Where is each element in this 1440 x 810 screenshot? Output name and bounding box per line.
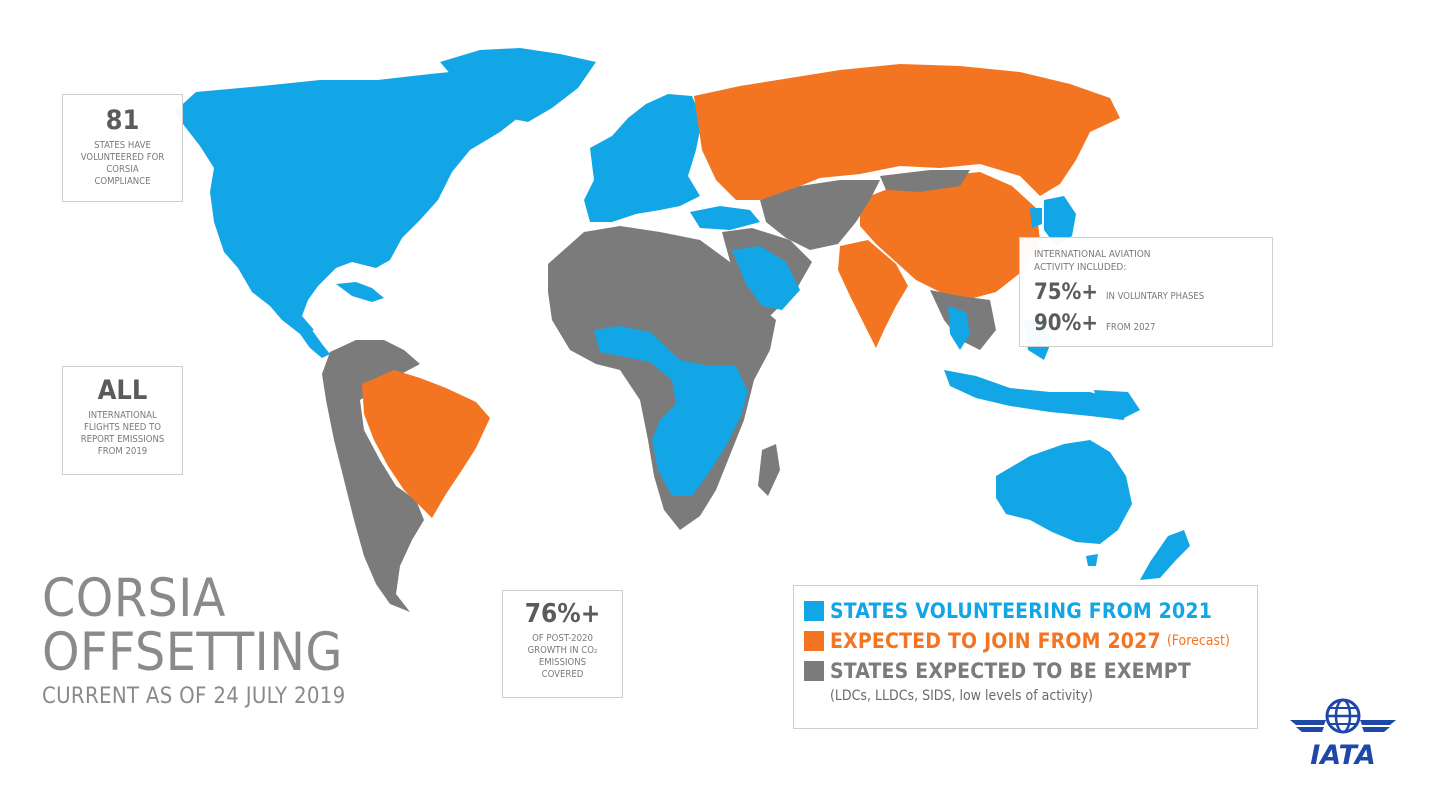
region-tasmania [1086, 554, 1098, 566]
region-mongolia [880, 170, 970, 192]
region-north-america [174, 58, 590, 334]
region-australia [996, 440, 1132, 544]
stat-caption-line: FLIGHTS NEED TO [83, 422, 162, 433]
stat-caption: STATES HAVE VOLUNTEERED FOR CORSIA COMPL… [63, 140, 182, 188]
region-indonesia [944, 370, 1126, 420]
stat-value: 81 [105, 105, 140, 136]
intl-row-2027: 90%+ FROM 2027 [1034, 311, 1258, 336]
region-india [838, 240, 908, 348]
stat-caption-line: OF POST-2020 [532, 633, 593, 644]
region-central-asia [760, 180, 880, 250]
stat-caption-line: EMISSIONS [538, 657, 587, 668]
stat-caption-line: FROM 2019 [97, 446, 148, 457]
legend-label: STATES EXPECTED TO BE EXEMPT [830, 659, 1191, 683]
region-europe [584, 94, 702, 222]
globe-icon [1325, 698, 1361, 734]
region-south-america-grey [322, 340, 424, 612]
region-papua [1094, 390, 1140, 420]
region-brazil [362, 370, 490, 518]
page-title-line2: OFFSETTING [42, 622, 343, 683]
stat-caption: INTERNATIONAL FLIGHTS NEED TO REPORT EMI… [63, 410, 182, 458]
stat-caption-line: STATES HAVE [94, 140, 151, 151]
stat-box-growth-covered: 76%+ OF POST-2020 GROWTH IN CO₂ EMISSION… [502, 590, 623, 698]
stat-caption: OF POST-2020 GROWTH IN CO₂ EMISSIONS COV… [503, 633, 622, 681]
legend-swatch [804, 631, 824, 651]
stat-box-volunteered: 81 STATES HAVE VOLUNTEERED FOR CORSIA CO… [62, 94, 183, 202]
page-title-line1: CORSIA [42, 568, 226, 629]
intl-row-voluntary: 75%+ IN VOLUNTARY PHASES [1034, 280, 1258, 305]
legend-swatch [804, 601, 824, 621]
intl-text: FROM 2027 [1105, 322, 1156, 333]
logo-text: IATA [1310, 740, 1376, 768]
wings-icon [1290, 720, 1396, 732]
legend-swatch [804, 661, 824, 681]
stat-caption-line: COVERED [541, 669, 584, 680]
stat-caption-line: CORSIA [106, 164, 139, 175]
stat-caption-line: REPORT EMISSIONS [80, 434, 165, 445]
region-china [860, 172, 1040, 300]
page-subtitle: CURRENT AS OF 24 JULY 2019 [42, 684, 346, 709]
intl-text: IN VOLUNTARY PHASES [1105, 291, 1205, 302]
intl-heading: INTERNATIONAL AVIATION ACTIVITY INCLUDED… [1034, 248, 1258, 274]
legend-subnote: (LDCs, LLDCs, SIDS, low levels of activi… [830, 688, 1093, 704]
intl-heading-line: ACTIVITY INCLUDED: [1034, 262, 1127, 273]
stat-caption-line: INTERNATIONAL [88, 410, 157, 421]
region-japan [1044, 196, 1076, 246]
legend: STATES VOLUNTEERING FROM 2021 EXPECTED T… [793, 585, 1258, 729]
stat-caption-line: GROWTH IN CO₂ [527, 645, 598, 656]
region-central-america [300, 330, 330, 358]
stat-caption-line: COMPLIANCE [94, 176, 151, 187]
legend-label: EXPECTED TO JOIN FROM 2027 [830, 629, 1161, 653]
region-new-zealand [1140, 530, 1190, 580]
legend-item-expected: EXPECTED TO JOIN FROM 2027 (Forecast) [804, 626, 1247, 656]
region-russia [694, 64, 1120, 200]
iata-logo: IATA [1290, 698, 1396, 768]
legend-item-exempt: STATES EXPECTED TO BE EXEMPT [804, 656, 1247, 686]
region-madagascar [758, 444, 780, 496]
region-greenland [440, 48, 596, 122]
stat-value: 76%+ [524, 599, 601, 629]
stat-caption-line: VOLUNTEERED FOR [80, 152, 165, 163]
legend-item-volunteering: STATES VOLUNTEERING FROM 2021 [804, 596, 1247, 626]
region-turkey [690, 206, 760, 230]
region-saudi-arabia [732, 246, 800, 310]
intl-pct: 75%+ [1034, 280, 1098, 305]
legend-note: (Forecast) [1166, 633, 1230, 649]
region-caribbean [336, 282, 384, 302]
region-africa-blue [594, 326, 748, 496]
region-thailand [948, 306, 970, 350]
legend-label: STATES VOLUNTEERING FROM 2021 [830, 599, 1213, 623]
region-korea [1030, 208, 1042, 228]
intl-pct: 90%+ [1034, 311, 1098, 336]
stat-box-all-flights: ALL INTERNATIONAL FLIGHTS NEED TO REPORT… [62, 366, 183, 475]
stat-box-intl-activity: INTERNATIONAL AVIATION ACTIVITY INCLUDED… [1019, 237, 1273, 347]
stat-value: ALL [97, 375, 148, 406]
title-block: CORSIA OFFSETTING CURRENT AS OF 24 JULY … [42, 568, 346, 710]
intl-heading-line: INTERNATIONAL AVIATION [1034, 249, 1151, 260]
